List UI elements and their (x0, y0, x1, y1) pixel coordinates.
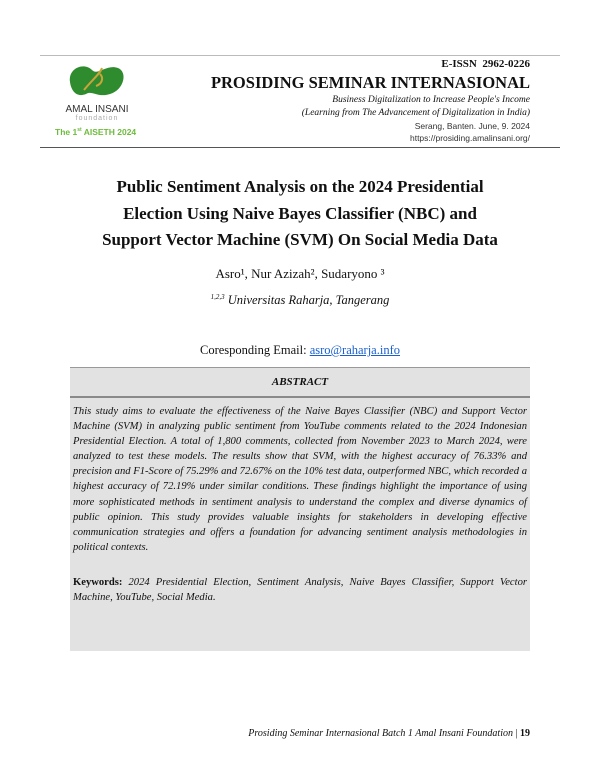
place-date: Serang, Banten. June, 9. 2024 (414, 121, 530, 131)
email-link[interactable]: asro@raharja.info (309, 343, 400, 357)
logo-leaf-icon (69, 66, 124, 96)
event-rest: AISETH 2024 (81, 127, 137, 137)
affiliation: 1,2,3 Universitas Raharja, Tangerang (0, 293, 600, 308)
page-number: 19 (520, 728, 530, 739)
event-text: The 1 (55, 127, 78, 137)
abstract-text: This study aims to evaluate the effectiv… (73, 406, 527, 553)
event-label: The 1st AISETH 2024 (55, 127, 136, 137)
issn: E-ISSN 2962-0226 (441, 58, 530, 70)
theme-line-2: (Learning from The Advancement of Digita… (301, 108, 530, 118)
abstract-box: ABSTRACT This study aims to evaluate the… (70, 367, 530, 651)
authors: Asro¹, Nur Azizah², Sudaryono ³ (215, 266, 385, 281)
event-sup: st (77, 127, 82, 134)
footer-text: Prosiding Seminar Internasional Batch 1 … (248, 728, 513, 739)
email-label: Coresponding Email: (199, 343, 310, 357)
journal-url[interactable]: https://prosiding.amalinsani.org/ (409, 133, 530, 143)
title-line: Public Sentiment Analysis on the 2024 Pr… (116, 177, 484, 196)
keywords-label: Keywords: (73, 576, 123, 588)
abstract-heading: ABSTRACT (70, 367, 530, 398)
page-footer: Prosiding Seminar Internasional Batch 1 … (248, 728, 530, 739)
logo-text: AMAL INSANI (65, 104, 129, 115)
corresponding-email: Coresponding Email: asro@raharja.info (0, 343, 600, 358)
affiliation-sup: 1,2,3 (210, 293, 225, 301)
paper-title: Public Sentiment Analysis on the 2024 Pr… (0, 174, 600, 254)
journal-title: PROSIDING SEMINAR INTERNASIONAL (210, 73, 530, 92)
header-top-rule (40, 55, 560, 56)
theme-line-1: Business Digitalization to Increase Peop… (332, 95, 530, 105)
header-bottom-rule (40, 147, 560, 148)
affiliation-text: Universitas Raharja, Tangerang (224, 293, 390, 308)
logo-subtext: foundation (75, 115, 119, 122)
title-line: Support Vector Machine (SVM) On Social M… (102, 230, 498, 249)
keywords: Keywords: 2024 Presidential Election, Se… (70, 555, 530, 605)
keywords-text: 2024 Presidential Election, Sentiment An… (73, 576, 527, 604)
title-line: Election Using Naive Bayes Classifier (N… (123, 203, 477, 223)
logo: AMAL INSANI foundation (62, 60, 132, 122)
